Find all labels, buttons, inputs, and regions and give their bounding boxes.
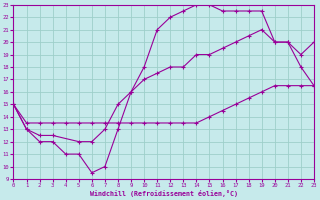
X-axis label: Windchill (Refroidissement éolien,°C): Windchill (Refroidissement éolien,°C) xyxy=(90,190,238,197)
